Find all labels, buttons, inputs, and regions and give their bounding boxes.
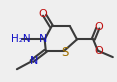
Text: O: O bbox=[38, 9, 47, 19]
Text: S: S bbox=[62, 46, 69, 59]
Text: N: N bbox=[30, 56, 38, 66]
Text: O: O bbox=[95, 46, 103, 56]
Text: H₂N: H₂N bbox=[11, 34, 31, 44]
Text: O: O bbox=[95, 22, 103, 32]
Text: N: N bbox=[39, 34, 48, 44]
